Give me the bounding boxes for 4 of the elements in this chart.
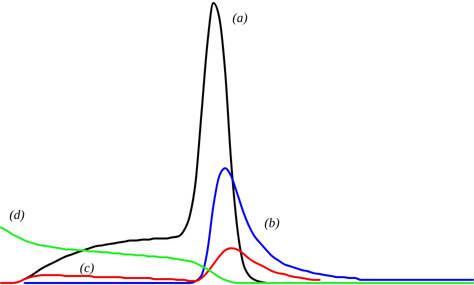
series-label: (d) (9, 207, 25, 222)
series-label: (b) (264, 215, 280, 230)
series-label: (c) (80, 260, 94, 275)
series-label: (a) (232, 10, 248, 25)
